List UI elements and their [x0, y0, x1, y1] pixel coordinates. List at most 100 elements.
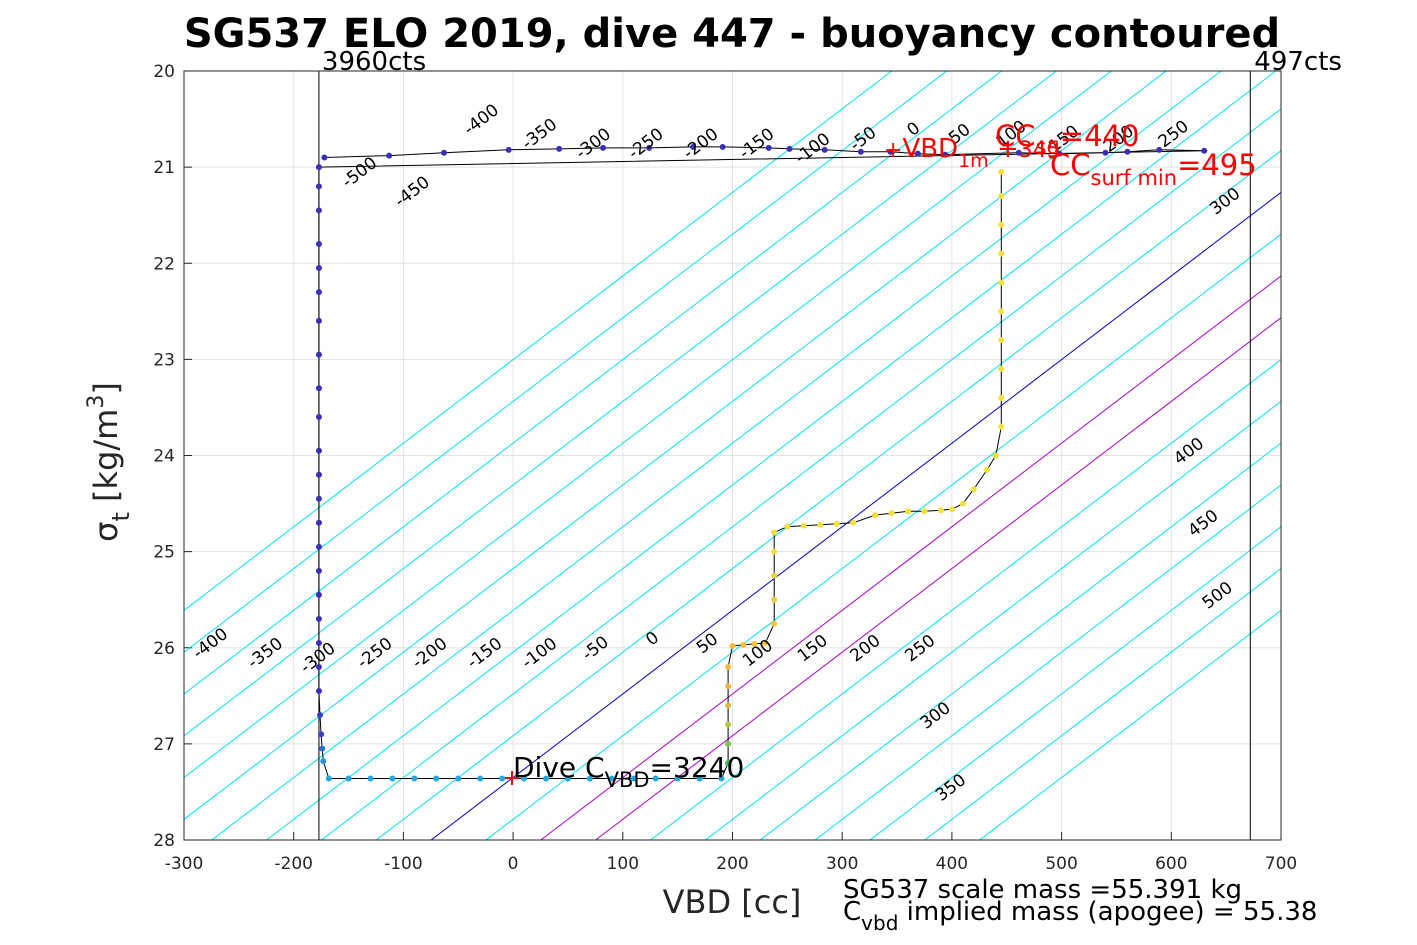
cc-subscript: sg [1036, 135, 1060, 159]
cc-surf-subscript: surf min [1091, 166, 1178, 190]
data-point [1201, 147, 1208, 154]
y-axis-unit: [kg/m [87, 409, 125, 502]
implied-mass-value: implied mass (apogee) = 55.38 [898, 897, 1317, 927]
implied-mass-note: Cvbd implied mass (apogee) = 55.38 [843, 897, 1317, 935]
data-point [1124, 148, 1131, 155]
data-point [887, 148, 894, 155]
vbd-1m-separator: + [989, 134, 1019, 164]
data-point [719, 143, 726, 150]
data-point [942, 151, 949, 158]
data-points [315, 143, 1208, 782]
dive-track-line [318, 146, 1205, 779]
count-line-label: 3960cts [322, 47, 426, 77]
data-point [411, 775, 418, 782]
x-tick-label: 300 [826, 854, 858, 874]
data-point [725, 740, 732, 747]
data-point [455, 775, 462, 782]
dive-cvbd-main: Dive C [513, 751, 605, 784]
vbd-1m-value: 345 [1019, 138, 1061, 163]
data-point [771, 529, 778, 536]
contour-line-450 [924, 567, 1281, 840]
data-point [740, 641, 747, 648]
data-point [771, 572, 778, 579]
data-point [725, 663, 732, 670]
data-point [315, 289, 322, 296]
contour-line-200 [650, 358, 1281, 840]
data-point [914, 150, 921, 157]
data-point [771, 548, 778, 555]
data-point [325, 775, 332, 782]
data-point [477, 775, 484, 782]
x-tick-label: 500 [1045, 854, 1077, 874]
data-point [315, 688, 322, 695]
contour-line-500 [979, 609, 1281, 840]
dive-cvbd-marker [505, 771, 519, 785]
y-tick-labels: 20 21 22 23 24 25 26 27 28 [153, 62, 175, 851]
data-point [784, 523, 791, 530]
data-point [725, 683, 732, 690]
x-tick-label: 200 [716, 854, 748, 874]
data-point [543, 775, 550, 782]
data-point [998, 365, 1005, 372]
x-tick-label: 0 [508, 854, 519, 874]
y-tick-label: 24 [153, 447, 175, 467]
data-point [690, 143, 697, 150]
y-tick-label: 22 [153, 254, 175, 274]
y-tick-label: 25 [153, 543, 175, 563]
data-point [771, 620, 778, 627]
data-point [315, 241, 322, 248]
data-point [315, 447, 322, 454]
cc-annotation: CCsg=440 [995, 119, 1139, 159]
y-tick-label: 23 [153, 350, 175, 370]
implied-mass-subscript: vbd [861, 911, 898, 935]
y-tick-label: 27 [153, 735, 175, 755]
contour-line--250 [184, 71, 1167, 820]
buoyancy-contours [184, 71, 1281, 840]
cc-surf-value: =495 [1177, 148, 1257, 182]
contour-line-250 [705, 400, 1281, 840]
data-point [850, 519, 857, 526]
y-tick-label: 21 [153, 158, 175, 178]
data-point [315, 639, 322, 646]
y-tick-label: 26 [153, 639, 175, 659]
data-point [1015, 149, 1022, 156]
cc-value: =440 [1060, 119, 1140, 153]
data-point [872, 512, 879, 519]
data-point [984, 466, 991, 473]
dive-track [318, 146, 1205, 779]
data-point [315, 207, 322, 214]
x-tick-label: -200 [274, 854, 313, 874]
x-tick-label: 700 [1265, 854, 1297, 874]
data-point [998, 394, 1005, 401]
data-point [564, 775, 571, 782]
y-tick-label: 28 [153, 831, 175, 851]
data-point [315, 414, 322, 421]
data-point [970, 486, 977, 493]
x-tick-label: 400 [936, 854, 968, 874]
implied-mass-symbol: C [843, 897, 861, 927]
contour-line--100 [321, 108, 1281, 840]
chart-title: SG537 ELO 2019, dive 447 - buoyancy cont… [184, 11, 1280, 57]
data-point [315, 471, 322, 478]
plot-frame [183, 70, 1282, 841]
x-tick-label: 100 [607, 854, 639, 874]
data-point [499, 775, 506, 782]
data-point [315, 663, 322, 670]
vbd-1m-marker: + [884, 138, 902, 163]
data-point [998, 250, 1005, 257]
data-point [905, 508, 912, 515]
data-point [320, 758, 327, 765]
dive-cvbd-annotation: Dive CVBD=3240 [513, 751, 744, 792]
data-point [521, 775, 528, 782]
contour-line--200 [211, 71, 1222, 840]
data-point [998, 192, 1005, 199]
contour-line-150 [595, 317, 1281, 840]
data-point [315, 591, 322, 598]
data-point [921, 508, 928, 515]
data-point [821, 146, 828, 153]
contour-line--400 [184, 71, 1002, 695]
y-axis-unit-exponent: 3 [84, 395, 109, 409]
data-point [440, 149, 447, 156]
data-point [318, 731, 325, 738]
